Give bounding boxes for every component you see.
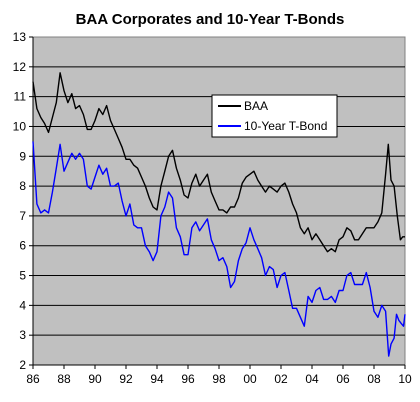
x-tick-label-7: 00 [243,372,257,386]
x-tick-label-3: 92 [119,372,133,386]
axes: 2 3 4 5 6 7 8 9 10 11 12 13 86 88 90 92 94 96 98 00 02 04 06 08… [13,30,412,386]
x-tick-label-9: 04 [305,372,319,386]
y-tick-label-0: 2 [19,358,26,372]
y-tick-label-1: 3 [19,328,26,342]
y-tick-label-3: 5 [19,269,26,283]
y-tick-label-4: 6 [19,239,26,253]
series-line-baa [32,72,405,253]
series-line-ten-year-tbond [32,141,406,357]
x-tick-label-1: 88 [57,372,71,386]
legend-label-tbond: 10-Year T-Bond [244,119,327,133]
y-tick-label-2: 4 [19,298,26,312]
legend: BAA 10-Year T-Bond [211,94,338,138]
x-tick-label-4: 94 [150,372,164,386]
y-tick-label-10: 12 [13,60,27,74]
y-tick-label-9: 11 [14,90,27,104]
x-tick-label-8: 02 [274,372,288,386]
x-tick-label-11: 08 [367,372,381,386]
x-tick-label-6: 98 [212,372,226,386]
y-tick-label-5: 7 [19,209,26,223]
y-tick-label-8: 10 [13,119,27,133]
plot-area [32,36,406,366]
series-lines [32,72,406,357]
x-tick-label-2: 90 [88,372,102,386]
x-tick-label-10: 06 [336,372,350,386]
y-tick-label-11: 13 [13,30,27,44]
legend-label-baa: BAA [244,99,268,113]
y-tick-label-6: 8 [19,179,26,193]
chart-title: BAA Corporates and 10-Year T-Bonds [76,11,345,28]
y-tick-label-7: 9 [19,149,26,163]
legend-box [211,94,338,138]
x-tick-label-12: 10 [398,372,412,386]
x-tick-label-5: 96 [181,372,195,386]
x-tick-label-0: 86 [26,372,40,386]
